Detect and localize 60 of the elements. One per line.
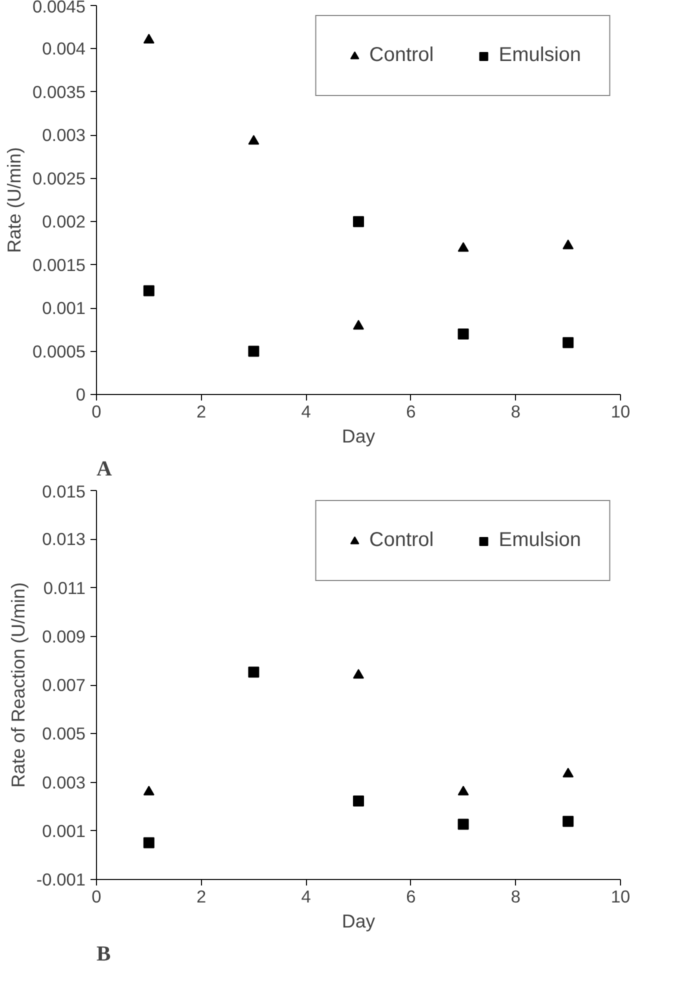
y-tick-label: 0.0015 <box>32 254 86 275</box>
x-axis-title: Day <box>342 426 376 446</box>
y-tick-label: 0.0045 <box>32 0 86 16</box>
point <box>143 285 154 296</box>
x-tick-label: 4 <box>301 402 312 422</box>
point <box>458 818 469 830</box>
y-tick-label: 0.003 <box>42 772 86 792</box>
point <box>458 242 469 252</box>
y-tick-label: 0.015 <box>42 482 86 502</box>
point <box>353 669 364 679</box>
y-tick-label: 0.003 <box>42 125 86 146</box>
y-axis-title: Rate of Reaction (U/min) <box>7 582 28 788</box>
x-axis-title: Day <box>342 910 376 932</box>
x-tick-label: 4 <box>301 886 312 906</box>
x-tick-label: 2 <box>196 402 206 422</box>
point <box>353 216 364 228</box>
y-tick-label: 0.013 <box>42 529 86 550</box>
x-tick-label: 10 <box>610 886 630 906</box>
point <box>353 795 364 806</box>
point <box>143 837 154 848</box>
legend-label: Emulsion <box>498 44 581 67</box>
x-tick-label: 8 <box>510 886 521 906</box>
y-tick-label: -0.001 <box>36 870 86 890</box>
y-tick-label: 0.001 <box>42 820 86 841</box>
point <box>458 786 469 796</box>
point <box>248 134 260 145</box>
point <box>248 346 260 357</box>
point <box>458 328 469 340</box>
y-tick-label: 0 <box>76 384 86 404</box>
legend-label: Control <box>369 529 434 552</box>
point <box>143 34 154 44</box>
x-tick-label: 0 <box>92 402 102 422</box>
point <box>562 337 574 348</box>
y-tick-label: 0.002 <box>42 212 86 232</box>
y-tick-label: 0.007 <box>42 675 86 695</box>
y-tick-label: 0.005 <box>42 724 86 744</box>
point <box>562 240 574 250</box>
legend-label: Control <box>369 44 434 67</box>
x-tick-label: 6 <box>406 402 416 422</box>
y-tick-label: 0.0025 <box>32 168 86 188</box>
y-tick-label: 0.004 <box>42 38 86 59</box>
text: B <box>96 942 111 966</box>
x-tick-label: 6 <box>406 886 416 906</box>
point <box>562 816 574 827</box>
y-axis-title: Rate (U/min) <box>4 147 24 253</box>
y-tick-label: 0.009 <box>42 626 86 646</box>
y-tick-label: 0.001 <box>42 298 86 318</box>
x-tick-label: 2 <box>196 886 206 906</box>
point <box>562 768 574 778</box>
y-tick-label: 0.011 <box>43 578 86 598</box>
y-tick-label: 0.0035 <box>32 82 86 102</box>
x-tick-label: 8 <box>510 402 521 422</box>
point <box>143 786 154 796</box>
x-tick-label: 0 <box>92 886 102 906</box>
point <box>248 666 260 678</box>
x-tick-label: 10 <box>610 402 630 422</box>
legend-label: Emulsion <box>498 529 581 552</box>
point <box>353 320 364 330</box>
y-tick-label: 0.0005 <box>32 341 86 362</box>
text: A <box>96 456 112 480</box>
